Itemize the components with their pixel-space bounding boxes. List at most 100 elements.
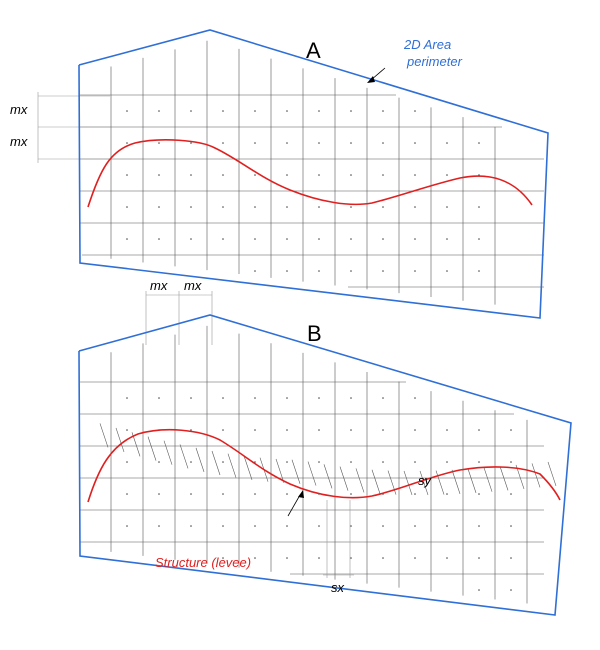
grid-line-refined — [403, 470, 413, 496]
cell-center-dot — [286, 270, 288, 272]
cell-center-dot — [318, 238, 320, 240]
cell-center-dot — [382, 270, 384, 272]
cell-center-dot — [126, 206, 128, 208]
grid-line-refined — [499, 466, 509, 491]
mx-label-2: mx — [10, 134, 28, 149]
grid-line-refined — [435, 470, 445, 495]
cell-center-dot — [510, 589, 512, 591]
cell-center-dot — [478, 589, 480, 591]
cell-center-dot — [478, 493, 480, 495]
cell-center-dot — [190, 174, 192, 176]
cell-center-dot — [286, 206, 288, 208]
cell-center-dot — [222, 461, 224, 463]
cell-center-dot — [286, 397, 288, 399]
grid-line-refined — [419, 470, 429, 496]
cell-center-dot — [126, 525, 128, 527]
cell-center-dot — [446, 174, 448, 176]
cell-center-dot — [190, 429, 192, 431]
cell-center-dot — [286, 174, 288, 176]
cell-center-dot — [382, 461, 384, 463]
cell-center-dot — [446, 493, 448, 495]
cell-center-dot — [382, 142, 384, 144]
cell-center-dot — [350, 110, 352, 112]
cell-center-dot — [254, 174, 256, 176]
grid-line-refined — [339, 466, 349, 491]
cell-center-dot — [126, 461, 128, 463]
sy-label: sy — [418, 473, 433, 488]
cell-center-dot — [382, 397, 384, 399]
mx-label-3: mx — [150, 278, 168, 293]
grid-line-refined — [243, 455, 253, 480]
grid-line-refined — [179, 444, 189, 469]
cell-center-dot — [350, 142, 352, 144]
cell-center-dot — [190, 461, 192, 463]
cell-center-dot — [478, 557, 480, 559]
cell-center-dot — [158, 397, 160, 399]
cell-center-dot — [158, 174, 160, 176]
mx-label-1: mx — [10, 102, 28, 117]
cell-center-dot — [414, 110, 416, 112]
panel-a-title: A — [306, 38, 321, 63]
cell-center-dot — [350, 270, 352, 272]
cell-center-dot — [126, 429, 128, 431]
grid-line-refined — [115, 427, 125, 453]
cell-center-dot — [222, 557, 224, 559]
cell-center-dot — [254, 238, 256, 240]
grid-line-refined — [291, 459, 301, 484]
structure-label: Structure (levee) — [155, 555, 251, 570]
cell-center-dot — [190, 525, 192, 527]
cell-center-dot — [254, 493, 256, 495]
cell-center-dot — [190, 206, 192, 208]
cell-center-dot — [382, 206, 384, 208]
grid-line-refined — [147, 436, 157, 461]
cell-center-dot — [254, 110, 256, 112]
panel-a: A 2D Area perimeter mx mx — [10, 29, 549, 319]
cell-center-dot — [382, 174, 384, 176]
panel-a-computational-grid — [80, 40, 544, 305]
cell-center-dot — [478, 270, 480, 272]
cell-center-dot — [222, 110, 224, 112]
cell-center-dot — [158, 493, 160, 495]
cell-center-dot — [286, 493, 288, 495]
cell-center-dot — [318, 206, 320, 208]
cell-center-dot — [318, 142, 320, 144]
grid-line-refined — [307, 461, 317, 486]
panel-b-levee — [87, 428, 561, 503]
cell-center-dot — [286, 142, 288, 144]
cell-center-dot — [350, 461, 352, 463]
cell-center-dot — [318, 174, 320, 176]
grid-line-refined — [227, 453, 237, 478]
panel-b-title: B — [307, 321, 322, 346]
cell-center-dot — [350, 206, 352, 208]
cell-center-dot — [478, 525, 480, 527]
cell-center-dot — [318, 270, 320, 272]
cell-center-dot — [382, 110, 384, 112]
cell-center-dot — [286, 238, 288, 240]
cell-center-dot — [222, 525, 224, 527]
cell-center-dot — [158, 525, 160, 527]
cell-center-dot — [126, 142, 128, 144]
cell-center-dot — [254, 397, 256, 399]
grid-line-refined — [163, 440, 173, 465]
cell-center-dot — [350, 174, 352, 176]
cell-center-dot — [510, 461, 512, 463]
cell-center-dot — [318, 461, 320, 463]
cell-center-dot — [350, 429, 352, 431]
cell-center-dot — [382, 238, 384, 240]
cell-center-dot — [414, 429, 416, 431]
cell-center-dot — [318, 429, 320, 431]
cell-center-dot — [478, 238, 480, 240]
grid-line-refined — [483, 467, 493, 492]
grid-line-refined — [371, 469, 381, 494]
grid-line-refined — [323, 464, 333, 489]
cell-center-dot — [414, 397, 416, 399]
cell-center-dot — [446, 238, 448, 240]
cell-center-dot — [478, 142, 480, 144]
panel-b-mx-dimension — [145, 291, 213, 345]
grid-line-refined — [451, 469, 461, 494]
cell-center-dot — [318, 110, 320, 112]
cell-center-dot — [126, 493, 128, 495]
cell-center-dot — [350, 397, 352, 399]
cell-center-dot — [350, 493, 352, 495]
